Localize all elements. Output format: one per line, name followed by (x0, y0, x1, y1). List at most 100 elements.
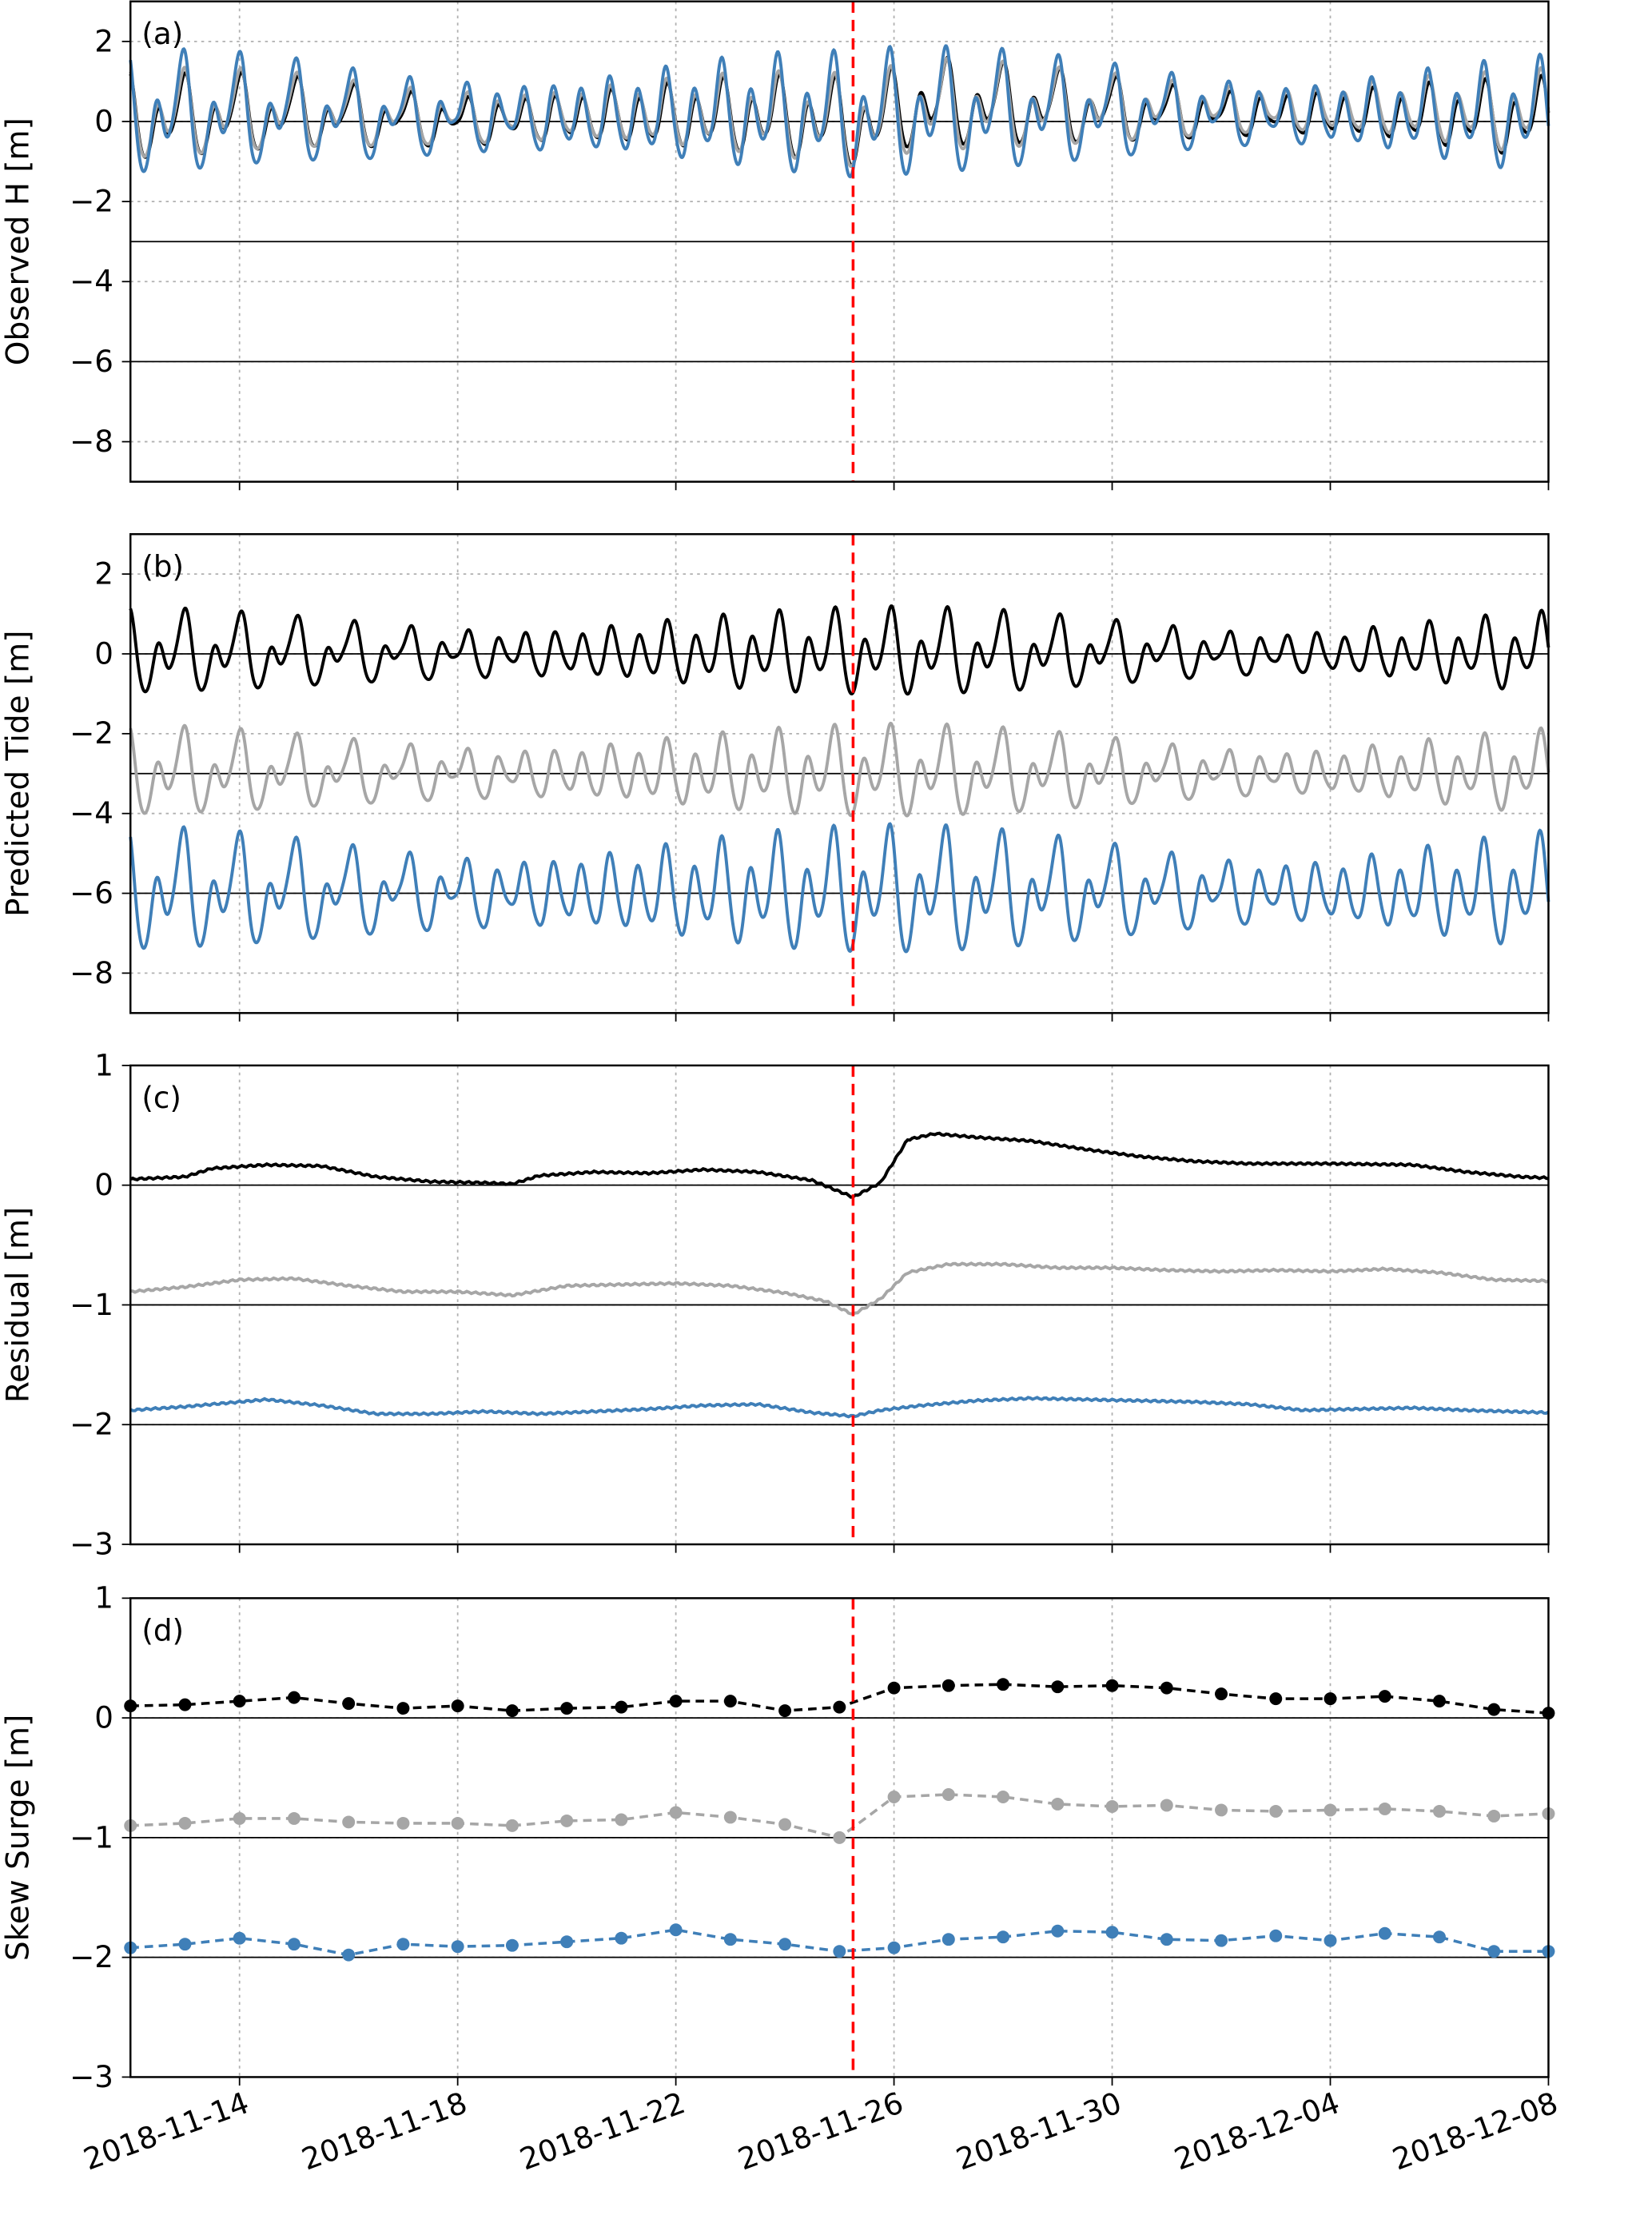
skew-surge-point (287, 1811, 301, 1825)
axes-frame (129, 1064, 1550, 1546)
skew-surge-point (1487, 1945, 1501, 1958)
skew-surge-point (396, 1816, 410, 1830)
y-tick-label: 0 (94, 1167, 113, 1202)
skew-surge-point (887, 1681, 901, 1695)
skew-surge-point (505, 1704, 519, 1718)
x-tick-label: 2018-11-14 (79, 2085, 253, 2177)
y-tick-label: 2 (94, 23, 113, 58)
y-axis-label: Predicted Tide [m] (1, 631, 37, 917)
x-tick-label: 2018-12-04 (1169, 2085, 1343, 2177)
y-tick-label: −6 (70, 344, 113, 379)
skew-surge-point (287, 1691, 301, 1704)
skew-surge-point (233, 1811, 246, 1825)
skew-surge-point (669, 1806, 683, 1819)
skew-surge-point (723, 1811, 737, 1824)
y-axis-label: Residual [m] (1, 1207, 37, 1403)
residual-series-2 (130, 1261, 1550, 1316)
panel-label: (d) (141, 1613, 184, 1648)
skew-surge-point (1324, 1934, 1337, 1947)
panel-d: −3 −2 −1 0 1 (d) Skew Surge [m] (1, 1580, 1555, 2094)
skew-surge-point (1105, 1799, 1119, 1813)
skew-surge-point (833, 1700, 846, 1714)
skew-surge-point (1433, 1930, 1446, 1944)
x-tick-label: 2018-12-08 (1387, 2085, 1562, 2177)
skew-surge-point (1433, 1804, 1446, 1818)
y-tick-label: 2 (94, 556, 113, 592)
skew-surge-point (833, 1945, 846, 1958)
skew-surge-point (723, 1933, 737, 1946)
skew-surge-point (1215, 1934, 1228, 1947)
x-tick-label: 2018-11-18 (297, 2085, 472, 2177)
skew-surge-point (396, 1702, 410, 1715)
skew-surge-point (396, 1938, 410, 1951)
y-tick-label: −1 (70, 1287, 113, 1322)
skew-surge-point (1160, 1799, 1173, 1812)
tide-series-3 (129, 44, 1550, 179)
panel-b: −8 −6 −4 −2 0 2 (b) Predicted Tide [m] (1, 532, 1550, 1022)
y-tick-label: 0 (94, 103, 113, 138)
skew-surge-point (997, 1930, 1010, 1944)
y-tick-label: −8 (70, 955, 113, 990)
skew-surge-point (1269, 1929, 1283, 1942)
x-tick-label: 2018-11-30 (951, 2085, 1125, 2177)
skew-surge-point (1160, 1933, 1173, 1946)
skew-surge-point (615, 1700, 628, 1714)
skew-surge-point (1378, 1926, 1391, 1940)
skew-surge-point (887, 1790, 901, 1803)
y-tick-label: 1 (94, 1047, 113, 1082)
skew-surge-point (941, 1679, 955, 1692)
skew-surge-point (1105, 1679, 1119, 1692)
y-tick-label: −2 (70, 184, 113, 219)
skew-surge-point (1269, 1804, 1283, 1818)
skew-surge-point (560, 1814, 574, 1827)
panel-label: (c) (141, 1080, 181, 1115)
y-tick-label: −6 (70, 875, 113, 910)
skew-surge-point (505, 1938, 519, 1952)
skew-surge-point (233, 1695, 246, 1708)
y-tick-label: 0 (94, 1700, 113, 1735)
skew-surge-point (941, 1933, 955, 1946)
skew-surge-point (1324, 1692, 1337, 1706)
panel-a: −8 −6 −4 −2 0 2 (a) Observed H [m] (1, 0, 1550, 491)
panel-label: (b) (141, 548, 184, 584)
tide-series-1 (129, 604, 1550, 696)
skew-surge-point (1269, 1692, 1283, 1706)
skew-surge-point (1215, 1687, 1228, 1701)
skew-surge-point (560, 1702, 574, 1715)
skew-surge-point (1487, 1809, 1501, 1823)
y-tick-label: −3 (70, 1526, 113, 1561)
y-axis-label: Skew Surge [m] (1, 1715, 37, 1962)
skew-surge-point (1378, 1690, 1391, 1703)
skew-surge-point (233, 1931, 246, 1945)
y-tick-label: −4 (70, 795, 113, 831)
skew-surge-point (178, 1816, 192, 1830)
axes-frame (129, 1597, 1550, 2078)
y-tick-label: −2 (70, 715, 113, 751)
panel-label: (a) (141, 16, 183, 51)
skew-surge-line-2 (130, 1793, 1549, 1839)
skew-surge-point (1433, 1695, 1446, 1708)
axes-frame (129, 0, 1550, 483)
skew-surge-point (1487, 1703, 1501, 1716)
y-tick-label: 0 (94, 635, 113, 671)
y-tick-label: −8 (70, 424, 113, 459)
panel-c: −3 −2 −1 0 1 (c) Residual [m] (1, 1047, 1550, 1561)
skew-surge-point (997, 1678, 1010, 1691)
skew-surge-point (342, 1815, 356, 1829)
y-tick-label: −4 (70, 264, 113, 299)
y-tick-label: −2 (70, 1939, 113, 1974)
skew-surge-point (1051, 1924, 1065, 1938)
y-tick-label: 1 (94, 1580, 113, 1615)
skew-surge-point (778, 1938, 792, 1951)
skew-surge-point (505, 1819, 519, 1832)
axes-frame (129, 532, 1550, 1014)
skew-surge-point (778, 1818, 792, 1831)
skew-surge-point (560, 1935, 574, 1949)
skew-surge-point (1324, 1803, 1337, 1817)
skew-surge-point (615, 1931, 628, 1945)
y-axis-label: Observed H [m] (1, 118, 37, 365)
y-tick-label: −3 (70, 2059, 113, 2094)
skew-surge-point (1160, 1681, 1173, 1695)
skew-surge-point (1105, 1926, 1119, 1939)
